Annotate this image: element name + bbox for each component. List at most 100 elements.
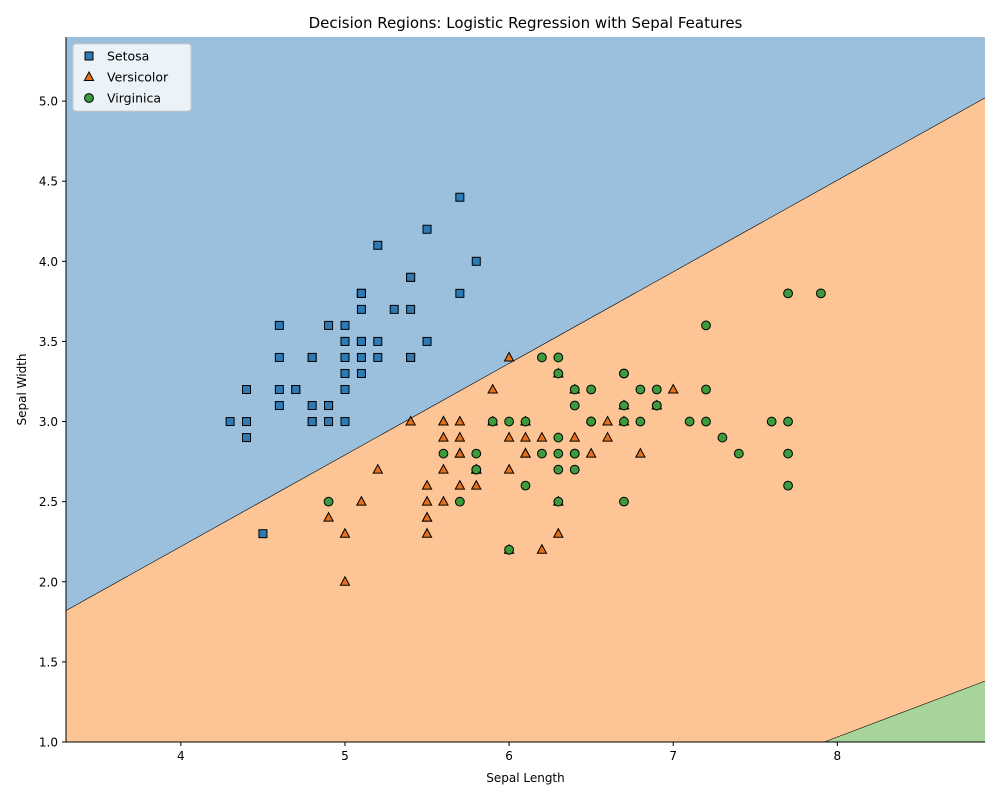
setosa-point <box>356 304 366 314</box>
virginica-point <box>504 416 514 427</box>
setosa-series <box>225 192 481 539</box>
x-tick-label: 7 <box>669 749 677 763</box>
virginica-point <box>569 464 580 475</box>
y-tick-label: 3.0 <box>39 415 58 429</box>
legend-versicolor-label: Versicolor <box>107 70 169 85</box>
virginica-point <box>619 400 629 411</box>
virginica-point <box>783 416 793 427</box>
versicolor-point <box>634 447 646 458</box>
setosa-point <box>324 320 334 330</box>
data-points <box>225 192 826 586</box>
legend: Setosa Versicolor Virginica <box>72 43 192 112</box>
virginica-point <box>717 432 728 443</box>
versicolor-point <box>323 511 335 522</box>
virginica-point <box>323 496 334 507</box>
chart-title: Decision Regions: Logistic Regression wi… <box>309 14 743 32</box>
virginica-point <box>537 352 547 363</box>
versicolor-point <box>438 495 449 506</box>
virginica-point <box>684 416 695 427</box>
setosa-point <box>340 417 350 427</box>
x-axis: 4 5 6 7 8 <box>66 741 985 763</box>
setosa-point <box>356 368 366 378</box>
setosa-point <box>340 368 350 378</box>
versicolor-point <box>520 447 531 458</box>
virginica-point <box>504 544 514 555</box>
virginica-point <box>635 384 646 395</box>
versicolor-point <box>339 527 351 538</box>
setosa-point <box>455 288 465 298</box>
x-tick-label: 8 <box>833 749 841 763</box>
virginica-series <box>323 288 826 555</box>
setosa-point <box>406 304 416 314</box>
virginica-point <box>471 448 482 459</box>
virginica-point <box>487 416 498 427</box>
setosa-point <box>291 385 301 394</box>
versicolor-point <box>552 527 564 538</box>
virginica-point <box>651 384 662 395</box>
setosa-point <box>356 288 366 298</box>
virginica-point <box>586 384 597 395</box>
versicolor-point <box>585 447 597 458</box>
virginica-point <box>569 448 580 459</box>
versicolor-point <box>405 415 417 426</box>
versicolor-point <box>355 495 367 506</box>
versicolor-point <box>536 431 548 442</box>
legend-setosa-label: Setosa <box>107 49 149 64</box>
virginica-point <box>701 416 711 427</box>
y-tick-label: 2.5 <box>39 495 58 509</box>
versicolor-point <box>454 479 466 490</box>
setosa-point <box>340 385 350 394</box>
setosa-point <box>242 385 252 394</box>
versicolor-point <box>421 495 433 506</box>
virginica-point <box>520 416 531 427</box>
setosa-point <box>422 224 432 234</box>
versicolor-point <box>372 463 384 474</box>
setosa-point <box>225 417 235 427</box>
decision-boundary-setosa-versicolor <box>65 97 986 611</box>
setosa-point <box>422 336 432 346</box>
virginica-point <box>619 496 629 507</box>
setosa-point <box>340 336 350 346</box>
virginica-point <box>438 448 449 459</box>
versicolor-point <box>421 511 433 522</box>
virginica-point <box>553 368 564 379</box>
versicolor-point <box>487 383 499 394</box>
y-tick-label: 5.0 <box>39 95 58 109</box>
versicolor-point <box>503 463 515 474</box>
virginica-point <box>783 288 793 299</box>
y-axis: 1.0 1.5 2.0 2.5 3.0 3.5 4.0 4.5 5.0 <box>39 37 67 750</box>
setosa-point <box>274 320 284 330</box>
setosa-point <box>373 240 383 250</box>
y-tick-label: 1.5 <box>39 655 58 669</box>
legend-setosa-marker <box>84 51 94 61</box>
setosa-point <box>356 336 366 346</box>
setosa-point <box>373 352 383 362</box>
setosa-point <box>307 401 317 411</box>
versicolor-point <box>421 527 433 538</box>
virginica-point <box>586 416 597 427</box>
setosa-point <box>274 385 284 394</box>
virginica-point <box>553 496 564 507</box>
virginica-point <box>553 352 564 363</box>
virginica-point <box>454 496 465 507</box>
virginica-point <box>619 368 629 379</box>
versicolor-point <box>339 575 351 586</box>
versicolor-point <box>602 431 613 442</box>
y-axis-label: Sepal Width <box>15 354 29 426</box>
decision-boundary-versicolor-virginica <box>824 680 986 743</box>
versicolor-point <box>667 383 679 394</box>
virginica-point <box>783 480 793 491</box>
plot-area <box>65 37 986 743</box>
setosa-point <box>455 192 465 202</box>
versicolor-point <box>520 431 531 442</box>
y-tick-label: 3.5 <box>39 335 58 349</box>
legend-box <box>72 43 192 112</box>
virginica-point <box>701 320 711 331</box>
virginica-point <box>651 400 662 411</box>
setosa-point <box>389 304 399 314</box>
setosa-point <box>356 352 366 362</box>
versicolor-point <box>470 479 482 490</box>
setosa-point <box>373 336 383 346</box>
y-tick-label: 4.5 <box>39 175 58 189</box>
x-tick-label: 4 <box>177 749 185 763</box>
